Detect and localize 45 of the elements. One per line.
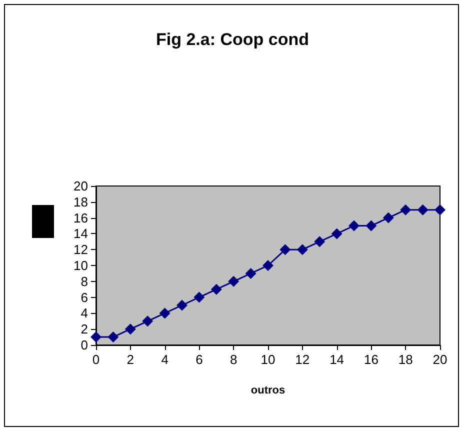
y-tick-label: 20 (74, 178, 88, 194)
x-tick-label: 10 (260, 352, 276, 367)
point (210, 284, 222, 295)
point (382, 212, 394, 224)
point (176, 300, 188, 311)
y-tick-label: 6 (80, 290, 88, 305)
point (194, 292, 205, 303)
chart-title: Fig 2.a: Coop cond (156, 30, 309, 49)
point (314, 236, 326, 248)
y-tick-label: 14 (74, 226, 88, 242)
x-tick-label: 12 (295, 352, 310, 367)
y-tick-label: 18 (74, 194, 88, 210)
x-tick-label: 6 (196, 352, 203, 367)
point (245, 268, 256, 279)
y-tick-label: 10 (74, 258, 88, 273)
x-tick-label: 20 (432, 352, 448, 367)
point (280, 244, 291, 256)
y-tick-label: 12 (74, 242, 88, 258)
x-tick-label: 16 (364, 352, 378, 367)
point (108, 332, 119, 343)
point (366, 220, 377, 232)
point (228, 276, 240, 287)
point (124, 324, 136, 335)
point (434, 204, 446, 216)
y-tick-label: 16 (74, 210, 88, 226)
y-tick-label: 4 (80, 306, 88, 321)
y-tick-label: 0 (80, 338, 88, 352)
point (159, 308, 170, 319)
x-tick-label: 4 (161, 352, 168, 367)
point (400, 204, 412, 216)
point (90, 332, 102, 343)
x-tick-label: 8 (230, 352, 238, 367)
x-tick-label: 2 (126, 352, 134, 367)
point (348, 220, 360, 232)
point (262, 260, 274, 271)
point (296, 244, 308, 256)
x-tick-label: 18 (398, 352, 413, 367)
x-tick-label: 0 (92, 352, 100, 367)
point (331, 228, 342, 240)
point (142, 316, 154, 327)
y-tick-label: 8 (80, 274, 88, 289)
x-axis-title: outros (250, 384, 286, 396)
x-tick-label: 14 (330, 352, 344, 367)
point (417, 204, 428, 216)
y-tick-label: 2 (80, 322, 88, 337)
